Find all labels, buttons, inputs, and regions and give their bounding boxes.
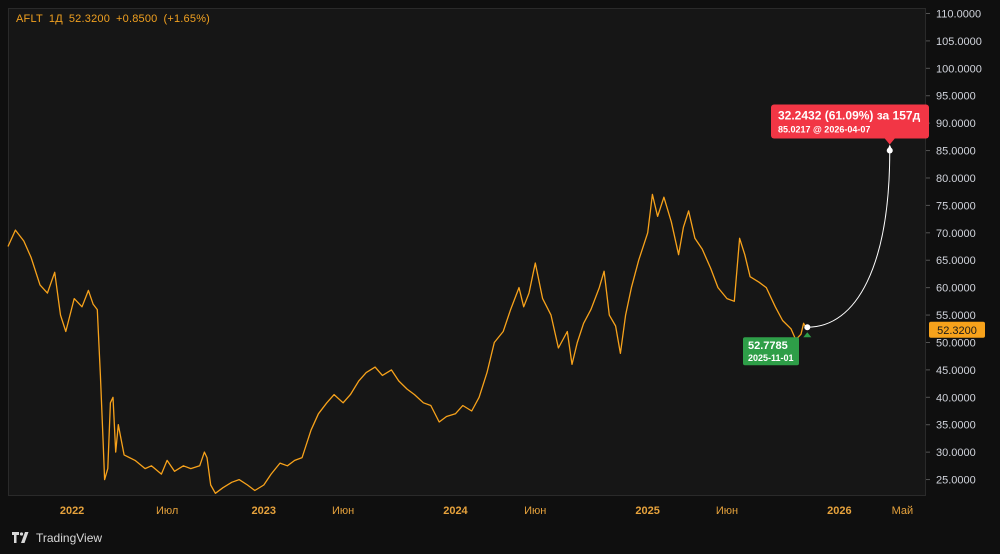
x-axis-tick-label: 2026 bbox=[827, 505, 851, 517]
tradingview-brand[interactable]: TradingView bbox=[12, 530, 102, 546]
x-axis-tick-label: Июн bbox=[332, 505, 354, 517]
projection-target-pointer bbox=[884, 138, 895, 145]
y-axis-tick-label: 65.0000 bbox=[936, 255, 976, 267]
y-axis-tick-label: 85.0000 bbox=[936, 146, 976, 158]
y-axis-tick-label: 50.0000 bbox=[936, 337, 976, 349]
x-axis-tick-label: Июн bbox=[524, 505, 546, 517]
y-axis-tick-label: 80.0000 bbox=[936, 173, 976, 185]
projection-arrow-icon bbox=[886, 144, 893, 152]
y-axis-tick-label: 30.0000 bbox=[936, 447, 976, 459]
legend-last-price: 52.3200 bbox=[68, 13, 111, 25]
y-axis-tick-label: 55.0000 bbox=[936, 310, 976, 322]
x-axis-tick-label: Май bbox=[892, 505, 914, 517]
x-axis-tick-label: 2023 bbox=[252, 505, 276, 517]
y-axis-tick-label: 110.0000 bbox=[936, 8, 981, 20]
projection-start-pointer bbox=[803, 332, 812, 338]
projection-target-main: 32.2432 (61.09%) за 157д bbox=[778, 108, 921, 122]
y-axis-tick-label: 90.0000 bbox=[936, 118, 976, 130]
plot-area[interactable] bbox=[8, 8, 926, 496]
projection-target-sub: 85.0217 @ 2026-04-07 bbox=[778, 124, 870, 134]
projection-start-value: 52.7785 bbox=[748, 340, 788, 352]
x-axis-tick-label: 2024 bbox=[443, 505, 468, 517]
y-axis-tick-label: 25.0000 bbox=[936, 475, 976, 487]
x-axis-tick-label: 2022 bbox=[60, 505, 84, 517]
y-axis-tick-label: 100.0000 bbox=[936, 63, 982, 75]
projection-start-date: 2025-11-01 bbox=[748, 353, 794, 363]
symbol-legend: AFLT 1Д 52.3200 +0.8500 (+1.65%) bbox=[16, 13, 216, 25]
projection-start-label bbox=[743, 337, 799, 366]
projection-start-point[interactable] bbox=[804, 324, 811, 331]
projection-curve[interactable] bbox=[807, 150, 891, 328]
projection-target-label bbox=[771, 104, 929, 139]
legend-interval[interactable]: 1Д bbox=[48, 13, 63, 25]
y-axis-tick-label: 60.0000 bbox=[936, 283, 976, 295]
y-axis-tick-label: 35.0000 bbox=[936, 420, 976, 432]
y-axis-tick-label: 105.0000 bbox=[936, 36, 982, 48]
tradingview-logo-icon bbox=[12, 532, 29, 543]
y-axis-tick-label: 40.0000 bbox=[936, 392, 976, 404]
legend-change: +0.8500 bbox=[116, 13, 158, 25]
last-price-text: 52.3200 bbox=[937, 325, 977, 337]
x-axis-tick-label: Июл bbox=[156, 505, 178, 517]
tradingview-label: TradingView bbox=[36, 531, 103, 545]
last-price-badge[interactable] bbox=[929, 321, 985, 338]
y-axis-tick-label: 70.0000 bbox=[936, 228, 976, 240]
y-axis-tick-label: 45.0000 bbox=[936, 365, 976, 377]
legend-symbol[interactable]: AFLT bbox=[16, 13, 43, 25]
price-series-line[interactable] bbox=[7, 193, 808, 494]
x-axis-tick-label: Июн bbox=[716, 505, 738, 517]
y-axis-tick-label: 95.0000 bbox=[936, 91, 976, 103]
legend-change-pct: (+1.65%) bbox=[163, 13, 211, 25]
x-axis-tick-label: 2025 bbox=[635, 505, 659, 517]
y-axis-tick-label: 75.0000 bbox=[936, 200, 976, 212]
